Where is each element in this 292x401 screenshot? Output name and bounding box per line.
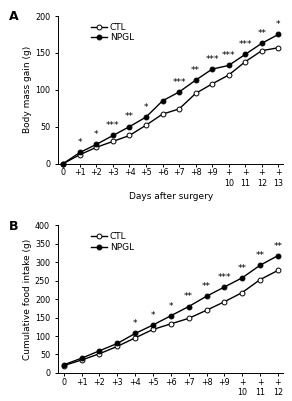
Text: **: ** [238,263,247,273]
NPGL [260,41,263,46]
Text: *: * [151,311,155,320]
Legend: CTL, NPGL: CTL, NPGL [90,231,135,253]
CTL [240,290,244,295]
Text: *: * [78,138,82,147]
NPGL [205,294,208,299]
NPGL [133,331,137,336]
NPGL [194,78,197,83]
CTL [169,322,173,326]
CTL [151,327,155,332]
NPGL [187,304,190,309]
CTL [161,112,164,117]
CTL [80,358,83,363]
CTL [277,45,280,50]
CTL [260,48,263,53]
CTL [98,351,101,356]
Text: *: * [168,302,173,311]
CTL [211,81,214,86]
CTL [276,268,280,273]
NPGL [227,63,230,68]
NPGL [276,253,280,258]
CTL [128,133,131,138]
CTL [62,161,65,166]
Y-axis label: Cumulative food intake (g): Cumulative food intake (g) [23,239,32,360]
CTL [187,316,190,321]
NPGL [98,348,101,353]
Text: ***: *** [106,122,120,130]
Text: *: * [144,103,148,112]
Text: A: A [9,10,19,23]
Line: CTL: CTL [61,268,280,368]
CTL [258,277,262,282]
CTL [227,73,230,77]
Text: **: ** [257,29,266,38]
Text: ***: *** [172,78,186,87]
NPGL [95,142,98,147]
Line: NPGL: NPGL [61,253,280,367]
NPGL [177,89,181,94]
NPGL [116,341,119,346]
NPGL [128,124,131,129]
Text: *: * [133,319,137,328]
NPGL [244,52,247,57]
NPGL [62,161,65,166]
Text: **: ** [256,251,265,260]
Text: ***: *** [205,55,219,64]
NPGL [169,313,173,318]
CTL [116,344,119,349]
NPGL [223,285,226,290]
NPGL [144,115,148,119]
NPGL [277,32,280,37]
CTL [78,152,82,157]
CTL [62,363,65,368]
Text: **: ** [125,113,134,122]
Text: ***: *** [218,273,231,282]
Text: B: B [9,220,18,233]
Text: ***: *** [222,51,235,60]
Line: CTL: CTL [61,45,281,166]
X-axis label: Days after surgery: Days after surgery [129,192,213,201]
Line: NPGL: NPGL [61,32,281,166]
NPGL [80,356,83,360]
Text: **: ** [184,292,193,302]
Text: **: ** [191,66,200,75]
Text: *: * [276,20,281,29]
Text: ***: *** [239,40,252,49]
CTL [95,145,98,150]
Text: *: * [94,130,99,139]
Legend: CTL, NPGL: CTL, NPGL [90,22,135,43]
Y-axis label: Body mass gain (g): Body mass gain (g) [23,46,32,134]
NPGL [161,98,164,103]
CTL [111,139,115,144]
NPGL [151,322,155,327]
NPGL [62,363,65,367]
NPGL [258,263,262,268]
Text: **: ** [273,241,282,251]
CTL [144,123,148,128]
CTL [205,308,208,313]
NPGL [240,275,244,280]
NPGL [78,150,82,155]
Text: **: ** [202,282,211,291]
NPGL [211,67,214,71]
CTL [223,300,226,304]
CTL [244,59,247,64]
NPGL [111,133,115,138]
CTL [194,91,197,96]
CTL [133,336,137,340]
CTL [177,107,181,111]
